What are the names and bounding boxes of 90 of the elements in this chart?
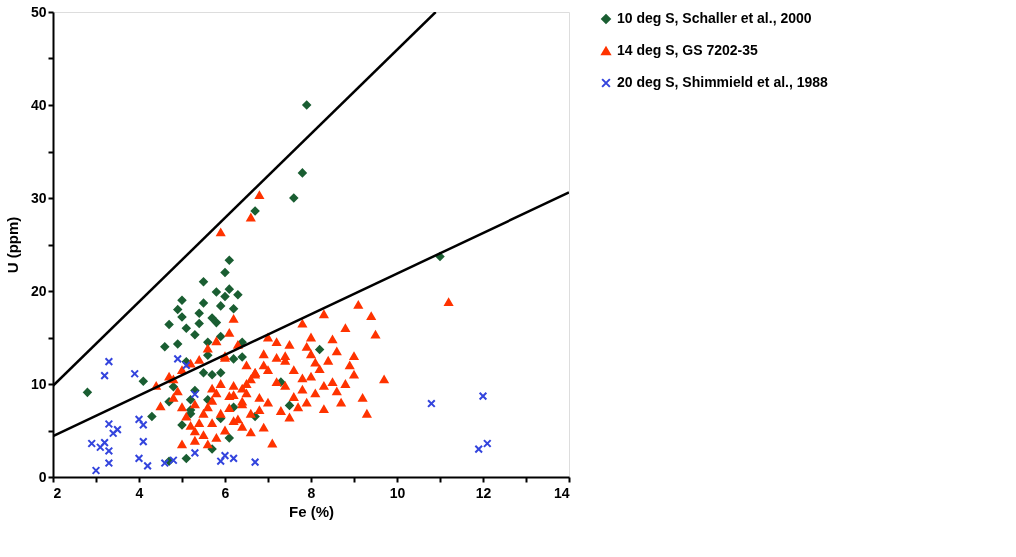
point (177, 420, 187, 430)
y-tick-label: 0 (38, 468, 47, 485)
point (100, 438, 109, 447)
point (147, 412, 157, 421)
point (199, 277, 208, 287)
point (104, 419, 114, 429)
point (220, 268, 230, 277)
point (95, 442, 105, 452)
point (224, 433, 234, 443)
point (237, 352, 247, 362)
point (108, 428, 118, 438)
x-tick-label: 8 (307, 484, 316, 501)
point (289, 193, 299, 203)
point (190, 330, 200, 340)
point (104, 357, 114, 367)
point (100, 371, 109, 380)
point (199, 298, 208, 308)
legend-label: 10 deg S, Schaller et al., 2000 (617, 10, 812, 26)
y-tick-label: 30 (30, 189, 47, 206)
point (190, 389, 200, 399)
point (138, 437, 148, 447)
point (216, 456, 226, 466)
x-tick-label: 10 (389, 484, 406, 501)
point (134, 414, 144, 424)
point (173, 354, 183, 364)
point (220, 292, 230, 301)
point (207, 370, 217, 380)
point (83, 388, 92, 397)
y-tick-label: 10 (30, 375, 47, 392)
point (177, 312, 187, 322)
point (229, 354, 238, 364)
point (181, 361, 191, 370)
point (194, 319, 204, 328)
point (104, 446, 114, 456)
point (427, 399, 436, 408)
y-axis-title: U (ppm) (3, 216, 21, 274)
point (190, 448, 200, 458)
point (177, 295, 187, 305)
point (229, 304, 238, 314)
point (302, 100, 312, 110)
point (199, 368, 208, 378)
point (91, 466, 101, 475)
point (143, 461, 152, 471)
point (173, 305, 183, 314)
point (203, 337, 213, 347)
point (207, 313, 217, 323)
point (224, 255, 234, 265)
legend-label: 20 deg S, Shimmield et al., 1988 (617, 74, 829, 90)
point (138, 420, 148, 430)
point (164, 320, 174, 329)
y-tick-label: 50 (30, 3, 47, 20)
point (87, 439, 97, 448)
point (250, 457, 260, 467)
point (224, 284, 234, 294)
point (173, 339, 183, 349)
y-tick-label: 40 (30, 96, 47, 113)
x-axis-title: Fe (%) (289, 502, 334, 520)
legend-label: 14 deg S, GS 7202-35 (617, 42, 759, 58)
point (130, 369, 140, 379)
point (212, 287, 221, 297)
point (181, 323, 191, 333)
point (216, 368, 226, 378)
point (104, 458, 114, 468)
point (160, 342, 170, 352)
point (113, 425, 122, 434)
point (216, 301, 226, 311)
point (169, 382, 178, 392)
point (216, 332, 226, 341)
point (474, 444, 484, 454)
point (435, 252, 445, 261)
y-tick-label: 20 (30, 282, 47, 299)
point (315, 345, 324, 354)
point (134, 454, 144, 463)
point (298, 168, 307, 178)
x-tick-label: 6 (221, 484, 230, 501)
point (194, 308, 204, 318)
point (482, 439, 492, 448)
x-tick-label: 2 (53, 484, 62, 501)
point (233, 290, 243, 300)
point (237, 337, 247, 347)
point (138, 376, 148, 386)
x-tick-label: 12 (475, 484, 492, 501)
point (250, 206, 260, 216)
point (186, 395, 195, 405)
point (285, 401, 294, 410)
point (212, 318, 221, 327)
point (181, 454, 191, 463)
x-tick-label: 4 (135, 484, 144, 501)
x-tick-label: 14 (553, 484, 570, 501)
point (478, 391, 488, 401)
